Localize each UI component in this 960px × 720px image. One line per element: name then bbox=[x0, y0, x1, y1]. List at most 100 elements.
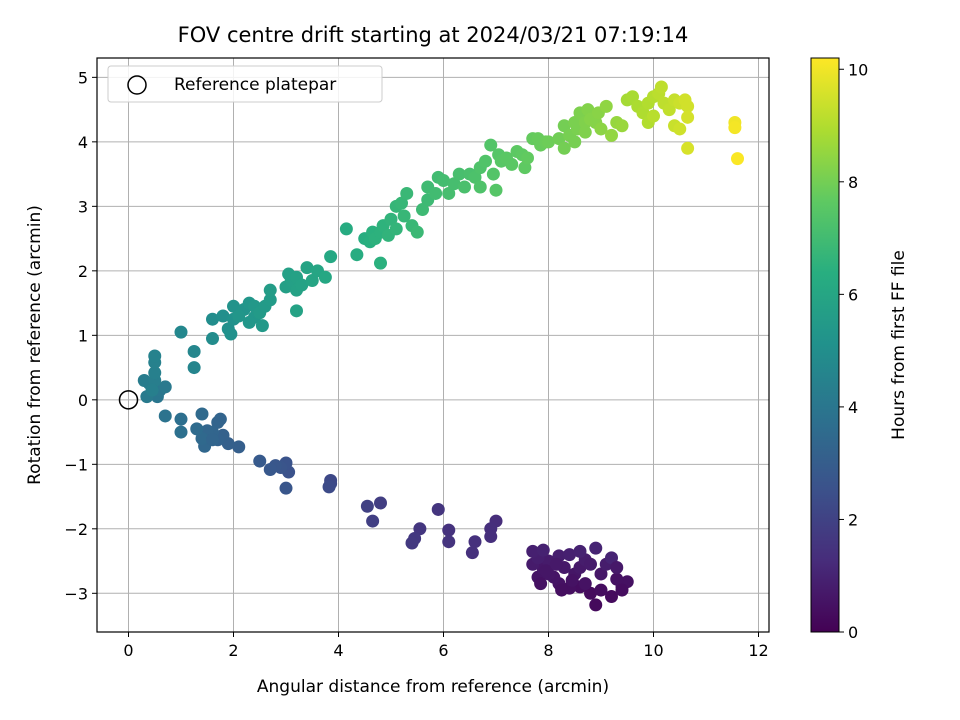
colorbar-tick-label: 2 bbox=[848, 510, 858, 529]
y-tick-label: −3 bbox=[64, 584, 88, 603]
data-point bbox=[615, 583, 629, 597]
x-tick-label: 10 bbox=[643, 641, 663, 660]
data-point bbox=[397, 209, 411, 223]
x-tick-label: 12 bbox=[748, 641, 768, 660]
data-point bbox=[505, 157, 519, 171]
data-point bbox=[557, 141, 571, 155]
data-point bbox=[542, 135, 555, 149]
colorbar-ticks: 0 2 4 6 8 10 bbox=[839, 60, 868, 642]
data-point bbox=[647, 109, 660, 123]
data-point bbox=[681, 141, 695, 155]
data-point bbox=[187, 344, 201, 358]
data-point bbox=[322, 480, 336, 494]
x-tick-label: 0 bbox=[123, 641, 133, 660]
data-point bbox=[431, 502, 445, 516]
data-point bbox=[594, 567, 608, 581]
data-point bbox=[578, 577, 592, 591]
data-point bbox=[158, 380, 172, 394]
legend-box bbox=[107, 65, 383, 103]
data-point bbox=[416, 203, 429, 217]
data-point bbox=[731, 152, 744, 166]
data-point bbox=[279, 481, 293, 495]
data-point bbox=[145, 383, 159, 397]
data-points bbox=[137, 80, 744, 612]
colorbar-tick-label: 10 bbox=[848, 60, 868, 79]
data-point bbox=[568, 135, 582, 149]
data-point bbox=[263, 293, 277, 307]
data-point bbox=[636, 106, 650, 120]
data-point bbox=[384, 212, 398, 226]
data-point bbox=[521, 151, 534, 165]
data-point bbox=[350, 248, 364, 262]
colorbar: 0 2 4 6 8 10 Hours from first FF file bbox=[810, 57, 909, 642]
data-point bbox=[232, 309, 246, 323]
x-axis-ticks: 0 2 4 6 8 10 12 bbox=[123, 632, 769, 660]
colorbar-label: Hours from first FF file bbox=[889, 250, 909, 440]
data-point bbox=[290, 304, 303, 318]
data-point bbox=[400, 186, 414, 200]
data-point bbox=[549, 557, 563, 571]
legend-label: Reference platepar bbox=[174, 75, 336, 95]
data-point bbox=[594, 122, 608, 136]
data-point bbox=[206, 312, 219, 326]
data-point bbox=[213, 412, 227, 426]
data-point bbox=[442, 523, 456, 537]
data-point bbox=[526, 544, 540, 558]
y-tick-label: 1 bbox=[78, 326, 88, 345]
data-point bbox=[484, 530, 498, 544]
data-point bbox=[227, 299, 240, 313]
data-point bbox=[174, 412, 188, 426]
colorbar-tick-label: 8 bbox=[848, 173, 858, 192]
data-point bbox=[206, 433, 219, 447]
data-point bbox=[447, 177, 461, 191]
data-point bbox=[589, 598, 603, 612]
x-tick-label: 2 bbox=[228, 641, 238, 660]
data-point bbox=[673, 122, 687, 136]
data-point bbox=[486, 167, 500, 181]
data-point bbox=[305, 274, 319, 288]
data-point bbox=[452, 167, 466, 181]
data-point bbox=[479, 154, 492, 168]
data-point bbox=[458, 180, 471, 194]
legend-marker bbox=[127, 75, 147, 95]
x-tick-label: 4 bbox=[333, 641, 343, 660]
data-point bbox=[374, 256, 387, 270]
data-point bbox=[552, 132, 566, 146]
data-point bbox=[578, 125, 592, 139]
data-point bbox=[442, 535, 456, 549]
data-point bbox=[654, 80, 668, 94]
data-point bbox=[536, 543, 550, 557]
data-point bbox=[610, 561, 624, 575]
data-point bbox=[190, 422, 204, 436]
data-point bbox=[473, 180, 487, 194]
data-point bbox=[206, 332, 219, 346]
data-point bbox=[374, 496, 387, 510]
x-tick-label: 8 bbox=[543, 641, 553, 660]
data-point bbox=[681, 99, 695, 113]
data-point bbox=[405, 536, 419, 550]
data-point bbox=[573, 544, 587, 558]
data-point bbox=[324, 250, 338, 264]
reference-point-marker bbox=[118, 390, 139, 410]
data-point bbox=[626, 90, 639, 104]
data-point bbox=[137, 373, 151, 387]
data-point bbox=[300, 261, 314, 275]
y-tick-label: 4 bbox=[78, 133, 88, 152]
data-point bbox=[662, 103, 676, 117]
data-point bbox=[605, 590, 618, 604]
y-tick-label: 0 bbox=[78, 391, 88, 410]
data-point bbox=[442, 186, 456, 200]
data-point bbox=[465, 546, 479, 560]
data-point bbox=[174, 425, 188, 439]
data-point bbox=[605, 551, 618, 565]
data-point bbox=[174, 325, 188, 339]
data-point bbox=[584, 557, 597, 571]
data-point bbox=[555, 583, 569, 597]
colorbar-tick-label: 6 bbox=[848, 285, 858, 304]
data-point bbox=[318, 270, 332, 284]
data-point bbox=[148, 366, 162, 380]
legend: Reference platepar bbox=[107, 65, 383, 103]
data-point bbox=[468, 535, 482, 549]
data-point bbox=[255, 319, 269, 333]
